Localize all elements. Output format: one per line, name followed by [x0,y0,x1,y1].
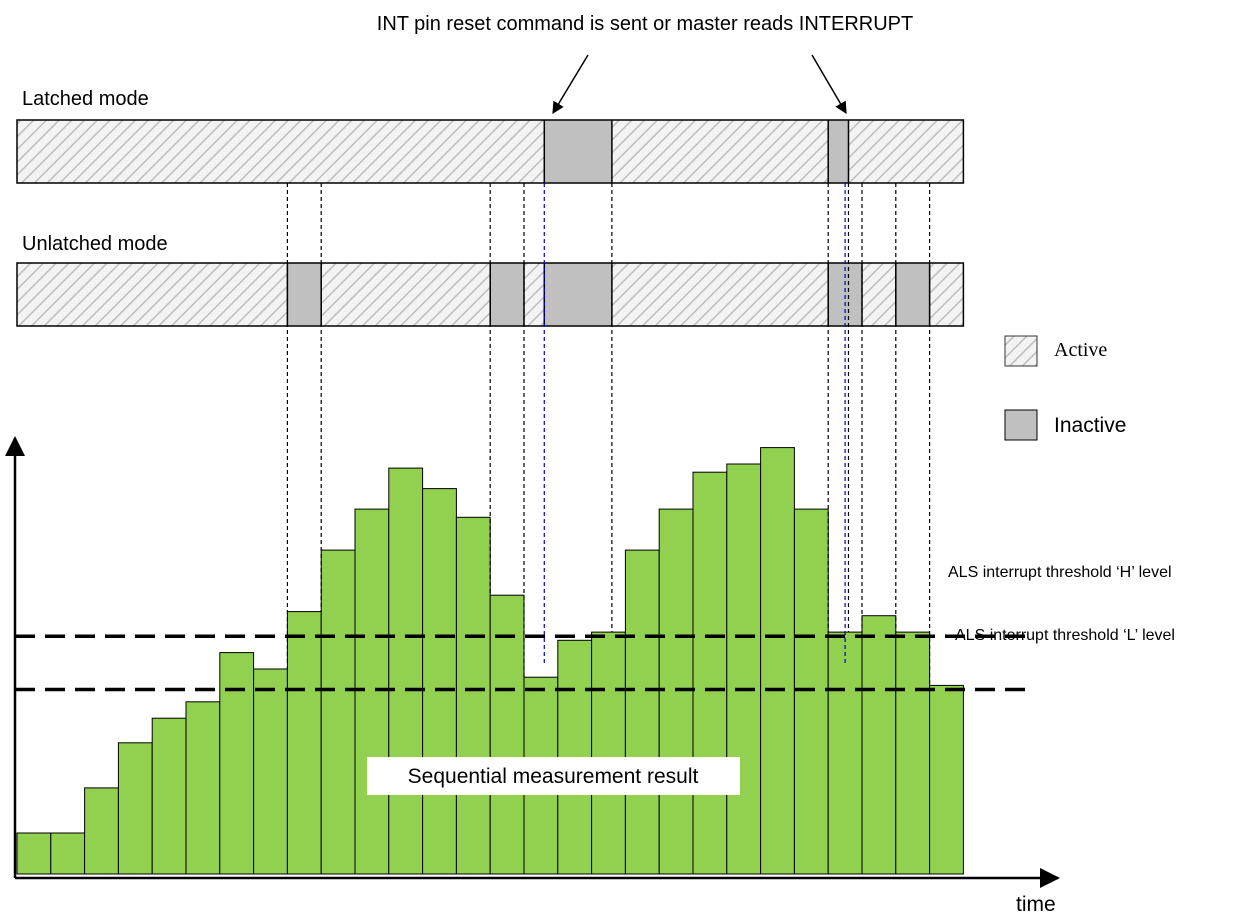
x-axis-label: time [1016,893,1056,916]
unlatched-segment-inactive [287,263,322,326]
measurement-bar [117,742,153,875]
measurement-bar [658,508,694,875]
measurement-bar [929,684,964,875]
measurement-bar [84,787,119,875]
measurement-bar [219,652,255,875]
legend-inactive-swatch [1004,409,1038,441]
measurement-bar [50,832,86,875]
unlatched-segment-active [17,263,288,326]
annotation-text: INT pin reset command is sent or master … [377,13,913,35]
bar-label: Sequential measurement result [408,765,699,788]
unlatched-segment-active [611,263,829,326]
annotation-arrow-right [811,54,847,115]
unlatched-segment-inactive [490,263,524,326]
latched-segment-inactive [828,120,849,183]
measurement-bar [388,467,424,875]
measurement-bar [286,611,322,875]
guide-lines [286,183,931,686]
measurement-bar [692,471,728,875]
unlatched-segment-active [321,263,491,326]
measurement-bar [320,549,356,875]
latched-segment-inactive [544,120,612,183]
legend-active-label: Active [1054,339,1107,361]
measurement-bar [253,668,288,875]
measurement-bar [489,594,525,875]
latched-segment-active [611,120,829,183]
measurement-bar [760,447,795,875]
latched-segment-active [17,120,545,183]
latched-mode-label: Latched mode [22,88,149,110]
measurement-bar [591,631,626,875]
unlatched-mode-strip [16,262,965,327]
latched-mode-strip [16,119,965,184]
legend-active-swatch [1004,335,1038,367]
measurement-bar [422,488,457,875]
bar-label-background [367,757,740,795]
unlatched-segment-inactive [828,263,862,326]
threshold-high-label: ALS interrupt threshold ‘H’ level [948,564,1172,581]
measurement-bar [151,717,187,875]
unlatched-segment-inactive [895,263,930,326]
measurement-bar [354,508,390,875]
measurement-bar [16,832,52,875]
legend-inactive-label: Inactive [1054,414,1126,437]
measurement-bar [624,549,660,875]
unlatched-segment-active [862,263,896,326]
unlatched-segment-active [929,263,964,326]
threshold-lines [15,634,1035,692]
measurement-bar [895,631,931,875]
annotation-arrow-left [552,54,589,115]
unlatched-mode-label: Unlatched mode [22,233,168,255]
measurement-bar [827,631,863,875]
legend: Active Inactive [1004,335,1126,441]
measurement-bar [726,463,762,875]
unlatched-segment-active [524,263,545,326]
measurement-bars [16,447,964,875]
unlatched-segment-inactive [544,263,612,326]
threshold-low-label: ALS interrupt threshold ‘L’ level [955,627,1175,644]
latched-segment-active [848,120,964,183]
measurement-bar [861,615,897,875]
measurement-bar [793,508,829,875]
measurement-bar [185,701,221,875]
measurement-bar [455,516,491,875]
